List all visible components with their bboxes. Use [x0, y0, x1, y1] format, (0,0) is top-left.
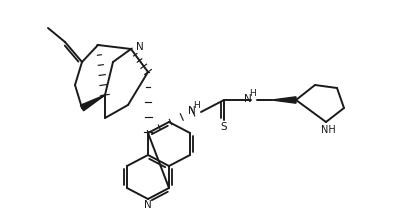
Text: N: N: [244, 94, 252, 104]
Text: S: S: [221, 122, 227, 132]
Text: N: N: [188, 106, 196, 116]
Text: H: H: [193, 101, 199, 110]
Text: H: H: [249, 89, 255, 98]
Text: N: N: [144, 200, 152, 210]
Polygon shape: [80, 95, 105, 111]
Text: N: N: [136, 42, 144, 52]
Polygon shape: [272, 97, 296, 103]
Text: NH: NH: [321, 125, 335, 135]
